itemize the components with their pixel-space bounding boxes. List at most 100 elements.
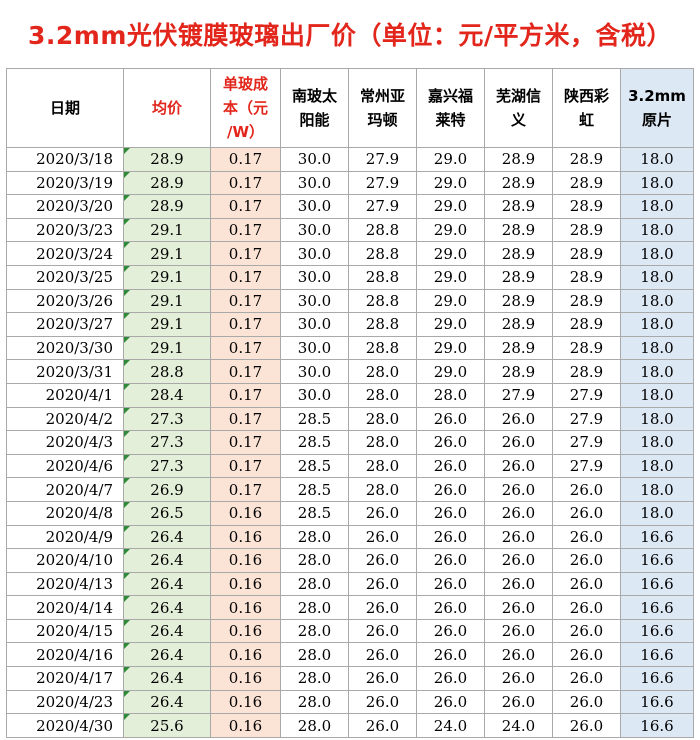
cell-shaanxi[interactable]: 27.9 (552, 453, 621, 479)
cell-shaanxi[interactable]: 28.9 (552, 241, 621, 266)
cell-changzhou[interactable]: 28.0 (348, 406, 417, 432)
cell-jiaxing[interactable]: 29.0 (416, 288, 485, 314)
cell-raw-glass[interactable]: 16.6 (620, 642, 694, 668)
cell-unit-cost[interactable]: 0.17 (210, 194, 281, 219)
cell-raw-glass[interactable]: 18.0 (620, 264, 694, 290)
cell-changzhou[interactable]: 26.0 (348, 642, 417, 668)
cell-raw-glass[interactable]: 16.6 (620, 666, 694, 691)
cell-jiaxing[interactable]: 29.0 (416, 147, 485, 172)
cell-jiaxing[interactable]: 29.0 (416, 217, 485, 243)
cell-average-price[interactable]: 29.1 (123, 241, 211, 266)
cell-nanbo[interactable]: 28.5 (280, 453, 349, 479)
cell-unit-cost[interactable]: 0.16 (210, 524, 281, 550)
cell-jiaxing[interactable]: 26.0 (416, 642, 485, 668)
cell-raw-glass[interactable]: 18.0 (620, 453, 694, 479)
cell-shaanxi[interactable]: 28.9 (552, 217, 621, 243)
cell-unit-cost[interactable]: 0.16 (210, 713, 281, 738)
cell-unit-cost[interactable]: 0.17 (210, 264, 281, 290)
cell-wuhu[interactable]: 26.0 (484, 500, 553, 526)
cell-average-price[interactable]: 29.1 (123, 312, 211, 337)
cell-date[interactable]: 2020/4/10 (6, 548, 124, 573)
cell-changzhou[interactable]: 28.0 (348, 382, 417, 408)
cell-changzhou[interactable]: 26.0 (348, 713, 417, 738)
cell-nanbo[interactable]: 30.0 (280, 359, 349, 384)
cell-date[interactable]: 2020/4/16 (6, 642, 124, 668)
cell-date[interactable]: 2020/4/30 (6, 713, 124, 738)
cell-wuhu[interactable]: 26.0 (484, 548, 553, 573)
cell-nanbo[interactable]: 28.0 (280, 548, 349, 573)
cell-date[interactable]: 2020/3/27 (6, 312, 124, 337)
cell-changzhou[interactable]: 26.0 (348, 595, 417, 620)
cell-raw-glass[interactable]: 18.0 (620, 430, 694, 455)
cell-nanbo[interactable]: 28.5 (280, 500, 349, 526)
cell-jiaxing[interactable]: 26.0 (416, 430, 485, 455)
cell-wuhu[interactable]: 26.0 (484, 430, 553, 455)
cell-jiaxing[interactable]: 26.0 (416, 477, 485, 502)
cell-wuhu[interactable]: 26.0 (484, 595, 553, 620)
cell-raw-glass[interactable]: 18.0 (620, 359, 694, 384)
cell-changzhou[interactable]: 28.8 (348, 217, 417, 243)
cell-wuhu[interactable]: 28.9 (484, 264, 553, 290)
cell-shaanxi[interactable]: 26.0 (552, 689, 621, 715)
cell-changzhou[interactable]: 26.0 (348, 689, 417, 715)
cell-average-price[interactable]: 27.3 (123, 406, 211, 432)
cell-unit-cost[interactable]: 0.16 (210, 548, 281, 573)
cell-changzhou[interactable]: 28.8 (348, 335, 417, 361)
cell-date[interactable]: 2020/4/8 (6, 500, 124, 526)
cell-date[interactable]: 2020/4/13 (6, 571, 124, 597)
header-unit-cost[interactable]: 单玻成 本（元 /W） (210, 68, 281, 148)
cell-shaanxi[interactable]: 28.9 (552, 147, 621, 172)
cell-raw-glass[interactable]: 16.6 (620, 689, 694, 715)
cell-changzhou[interactable]: 28.0 (348, 430, 417, 455)
cell-shaanxi[interactable]: 26.0 (552, 500, 621, 526)
cell-wuhu[interactable]: 26.0 (484, 618, 553, 644)
cell-raw-glass[interactable]: 16.6 (620, 524, 694, 550)
cell-raw-glass[interactable]: 18.0 (620, 406, 694, 432)
cell-changzhou[interactable]: 28.8 (348, 264, 417, 290)
header-wuhu[interactable]: 芜湖信 义 (484, 68, 553, 148)
cell-jiaxing[interactable]: 26.0 (416, 453, 485, 479)
cell-unit-cost[interactable]: 0.17 (210, 288, 281, 314)
cell-date[interactable]: 2020/4/1 (6, 382, 124, 408)
cell-jiaxing[interactable]: 29.0 (416, 241, 485, 266)
cell-nanbo[interactable]: 30.0 (280, 312, 349, 337)
cell-date[interactable]: 2020/4/23 (6, 689, 124, 715)
cell-shaanxi[interactable]: 27.9 (552, 430, 621, 455)
cell-raw-glass[interactable]: 18.0 (620, 217, 694, 243)
cell-unit-cost[interactable]: 0.17 (210, 359, 281, 384)
cell-unit-cost[interactable]: 0.17 (210, 217, 281, 243)
cell-unit-cost[interactable]: 0.17 (210, 241, 281, 266)
cell-jiaxing[interactable]: 26.0 (416, 571, 485, 597)
cell-wuhu[interactable]: 27.9 (484, 382, 553, 408)
cell-jiaxing[interactable]: 26.0 (416, 548, 485, 573)
cell-shaanxi[interactable]: 28.9 (552, 170, 621, 196)
cell-raw-glass[interactable]: 16.6 (620, 713, 694, 738)
cell-jiaxing[interactable]: 29.0 (416, 170, 485, 196)
cell-unit-cost[interactable]: 0.17 (210, 453, 281, 479)
cell-average-price[interactable]: 27.3 (123, 430, 211, 455)
header-shaanxi[interactable]: 陕西彩 虹 (552, 68, 621, 148)
cell-nanbo[interactable]: 28.0 (280, 689, 349, 715)
cell-jiaxing[interactable]: 24.0 (416, 713, 485, 738)
cell-shaanxi[interactable]: 26.0 (552, 595, 621, 620)
cell-unit-cost[interactable]: 0.16 (210, 618, 281, 644)
cell-unit-cost[interactable]: 0.16 (210, 642, 281, 668)
cell-changzhou[interactable]: 27.9 (348, 170, 417, 196)
cell-date[interactable]: 2020/3/24 (6, 241, 124, 266)
cell-unit-cost[interactable]: 0.16 (210, 595, 281, 620)
cell-wuhu[interactable]: 26.0 (484, 571, 553, 597)
cell-wuhu[interactable]: 28.9 (484, 312, 553, 337)
cell-shaanxi[interactable]: 28.9 (552, 288, 621, 314)
cell-changzhou[interactable]: 26.0 (348, 524, 417, 550)
cell-jiaxing[interactable]: 26.0 (416, 666, 485, 691)
cell-raw-glass[interactable]: 18.0 (620, 288, 694, 314)
cell-wuhu[interactable]: 28.9 (484, 288, 553, 314)
cell-wuhu[interactable]: 28.9 (484, 359, 553, 384)
cell-nanbo[interactable]: 28.0 (280, 666, 349, 691)
cell-raw-glass[interactable]: 18.0 (620, 241, 694, 266)
cell-jiaxing[interactable]: 26.0 (416, 595, 485, 620)
cell-unit-cost[interactable]: 0.17 (210, 170, 281, 196)
header-date[interactable]: 日期 (6, 68, 124, 148)
cell-raw-glass[interactable]: 18.0 (620, 335, 694, 361)
cell-nanbo[interactable]: 30.0 (280, 288, 349, 314)
